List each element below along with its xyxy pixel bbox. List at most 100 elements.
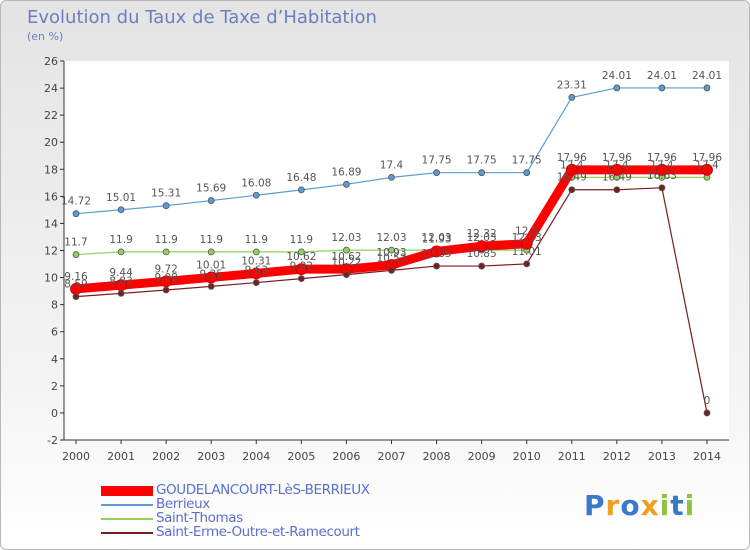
data-point xyxy=(478,169,486,177)
data-point xyxy=(72,251,80,258)
data-label: 11.01 xyxy=(512,246,542,258)
logo-letter: r xyxy=(605,489,621,522)
data-label: 10.85 xyxy=(467,248,497,260)
data-point xyxy=(72,293,80,301)
data-point xyxy=(565,163,578,176)
data-point xyxy=(658,184,666,192)
data-point xyxy=(523,169,531,177)
data-point xyxy=(388,174,395,181)
legend-swatch-saint-thomas xyxy=(101,518,153,520)
x-tick-label: 2008 xyxy=(423,450,451,463)
x-tick-label: 2009 xyxy=(468,450,496,463)
y-tick-label: 14 xyxy=(44,217,58,230)
data-label: 9.35 xyxy=(200,268,223,280)
logo-letter: i xyxy=(684,489,696,522)
x-tick-label: 2005 xyxy=(287,450,315,463)
data-label: 10.01 xyxy=(196,259,226,271)
data-label: 17.96 xyxy=(692,152,722,164)
data-point xyxy=(703,84,711,92)
data-point xyxy=(252,279,260,286)
x-tick-label: 2001 xyxy=(107,450,135,463)
data-point xyxy=(207,282,215,290)
x-tick-label: 2006 xyxy=(332,450,360,463)
data-label: 12.32 xyxy=(467,228,497,240)
data-point xyxy=(162,286,170,294)
data-label: 12.03 xyxy=(376,232,406,244)
y-tick-label: 12 xyxy=(44,245,58,258)
data-label: 9.44 xyxy=(109,267,133,279)
x-tick-label: 2000 xyxy=(62,450,90,463)
x-tick-label: 2003 xyxy=(197,450,225,463)
data-label: 17.75 xyxy=(467,155,497,167)
data-point xyxy=(478,262,486,270)
proxiti-logo: Proxiti xyxy=(584,489,695,522)
data-label: 12.03 xyxy=(467,232,497,244)
y-tick-label: 2 xyxy=(51,380,58,393)
data-point xyxy=(475,240,488,253)
data-point xyxy=(297,275,305,283)
data-label: 17.4 xyxy=(650,159,674,171)
data-label: 10.93 xyxy=(376,247,406,259)
data-point xyxy=(162,202,170,210)
data-point xyxy=(613,186,621,194)
data-point xyxy=(343,271,350,278)
legend-swatch-goudelancourt xyxy=(101,486,153,496)
chart-unit: (en %) xyxy=(27,30,64,43)
y-tick-label: 6 xyxy=(51,326,58,339)
logo-letter: P xyxy=(584,489,606,522)
data-point xyxy=(568,94,576,101)
data-point xyxy=(297,186,305,194)
data-label: 16.48 xyxy=(286,172,316,184)
data-point xyxy=(433,262,440,270)
x-tick-label: 2014 xyxy=(693,450,721,463)
x-tick-label: 2002 xyxy=(152,450,180,463)
y-tick-label: 24 xyxy=(44,82,58,95)
data-label: 0 xyxy=(704,395,711,407)
data-label: 12.03 xyxy=(512,232,542,244)
logo-letter: o xyxy=(620,489,641,522)
data-label: 11.9 xyxy=(290,234,313,246)
y-tick-label: 8 xyxy=(51,299,58,312)
data-point xyxy=(207,248,215,256)
legend-label-berrieux: Berrieux xyxy=(156,496,210,512)
data-point xyxy=(295,263,308,276)
data-label: 24.01 xyxy=(602,70,632,82)
data-label: 9.92 xyxy=(290,261,313,273)
data-label: 15.01 xyxy=(106,192,136,204)
data-label: 10.62 xyxy=(331,251,361,263)
y-tick-label: 4 xyxy=(51,353,58,366)
data-label: 8.83 xyxy=(109,275,132,287)
data-label: 17.4 xyxy=(380,159,404,171)
data-label: 11.9 xyxy=(154,234,177,246)
logo-letter: i xyxy=(659,489,671,522)
data-label: 8.59 xyxy=(64,279,87,291)
data-point xyxy=(297,248,305,256)
logo-letter: x xyxy=(640,489,660,522)
data-point xyxy=(658,84,666,92)
data-label: 16.63 xyxy=(647,170,677,182)
legend-swatch-saint-erme xyxy=(101,532,153,534)
legend-swatch-berrieux xyxy=(101,504,153,506)
data-label: 9.63 xyxy=(245,265,268,277)
data-label: 17.75 xyxy=(422,155,452,167)
data-label: 14.72 xyxy=(61,196,91,208)
data-point xyxy=(610,163,623,176)
data-point xyxy=(433,169,440,177)
x-tick-label: 2010 xyxy=(513,450,541,463)
data-label: 15.69 xyxy=(196,183,226,195)
data-label: 24.01 xyxy=(692,70,722,82)
data-label: 16.08 xyxy=(241,177,271,189)
data-point xyxy=(162,248,170,256)
data-point xyxy=(388,266,395,274)
data-label: 12.03 xyxy=(422,232,452,244)
y-tick-label: 16 xyxy=(44,190,58,203)
data-point xyxy=(520,237,533,250)
data-point xyxy=(523,260,531,268)
data-label: 17.96 xyxy=(557,152,587,164)
data-label: 12.5 xyxy=(515,226,538,238)
data-label: 10.53 xyxy=(376,252,406,264)
data-label: 11.93 xyxy=(422,233,452,245)
data-point xyxy=(117,248,125,256)
